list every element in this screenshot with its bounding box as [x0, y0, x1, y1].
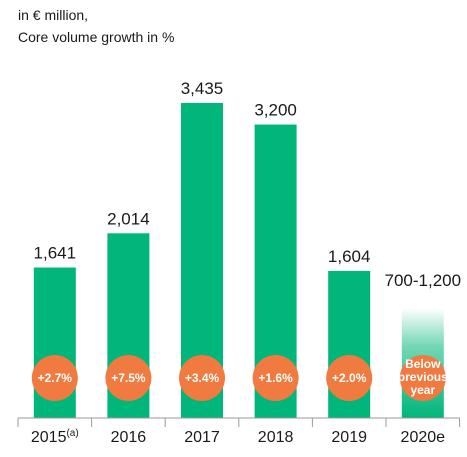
growth-label-2020e: Below previous year	[398, 357, 448, 397]
tick-label-2017: 2017	[184, 429, 220, 446]
growth-badge-2015	[31, 355, 78, 401]
value-label-2017: 3,435	[181, 79, 224, 98]
value-label-2016: 2,014	[107, 209, 150, 228]
tick-label-2015: 2015(a)	[31, 428, 79, 446]
growth-badge-2019	[326, 355, 373, 401]
value-label-2020e: 700-1,200	[385, 271, 462, 290]
value-label-2015: 1,641	[34, 244, 77, 263]
growth-badge-2017	[179, 355, 225, 401]
growth-label-2016: +7.5%	[111, 371, 146, 385]
growth-label-2018: +1.6%	[258, 371, 293, 385]
growth-label-2017: +3.4%	[185, 371, 220, 385]
growth-subtitle: Core volume growth in %	[18, 29, 175, 45]
value-label-2018: 3,200	[254, 101, 297, 120]
tick-label-2020e: 2020e	[401, 429, 446, 446]
tick-label-2018: 2018	[258, 429, 294, 446]
value-label-2019: 1,604	[328, 247, 371, 266]
growth-badge-2020e	[399, 355, 446, 401]
tick-label-2019: 2019	[331, 429, 367, 446]
growth-label-2015: +2.7%	[38, 371, 73, 385]
tick-label-2016: 2016	[111, 429, 147, 446]
unit-subtitle: in € million,	[18, 7, 89, 23]
growth-label-2019: +2.0%	[332, 371, 367, 385]
growth-badge-2018	[252, 355, 299, 401]
growth-badge-2016	[105, 355, 152, 401]
